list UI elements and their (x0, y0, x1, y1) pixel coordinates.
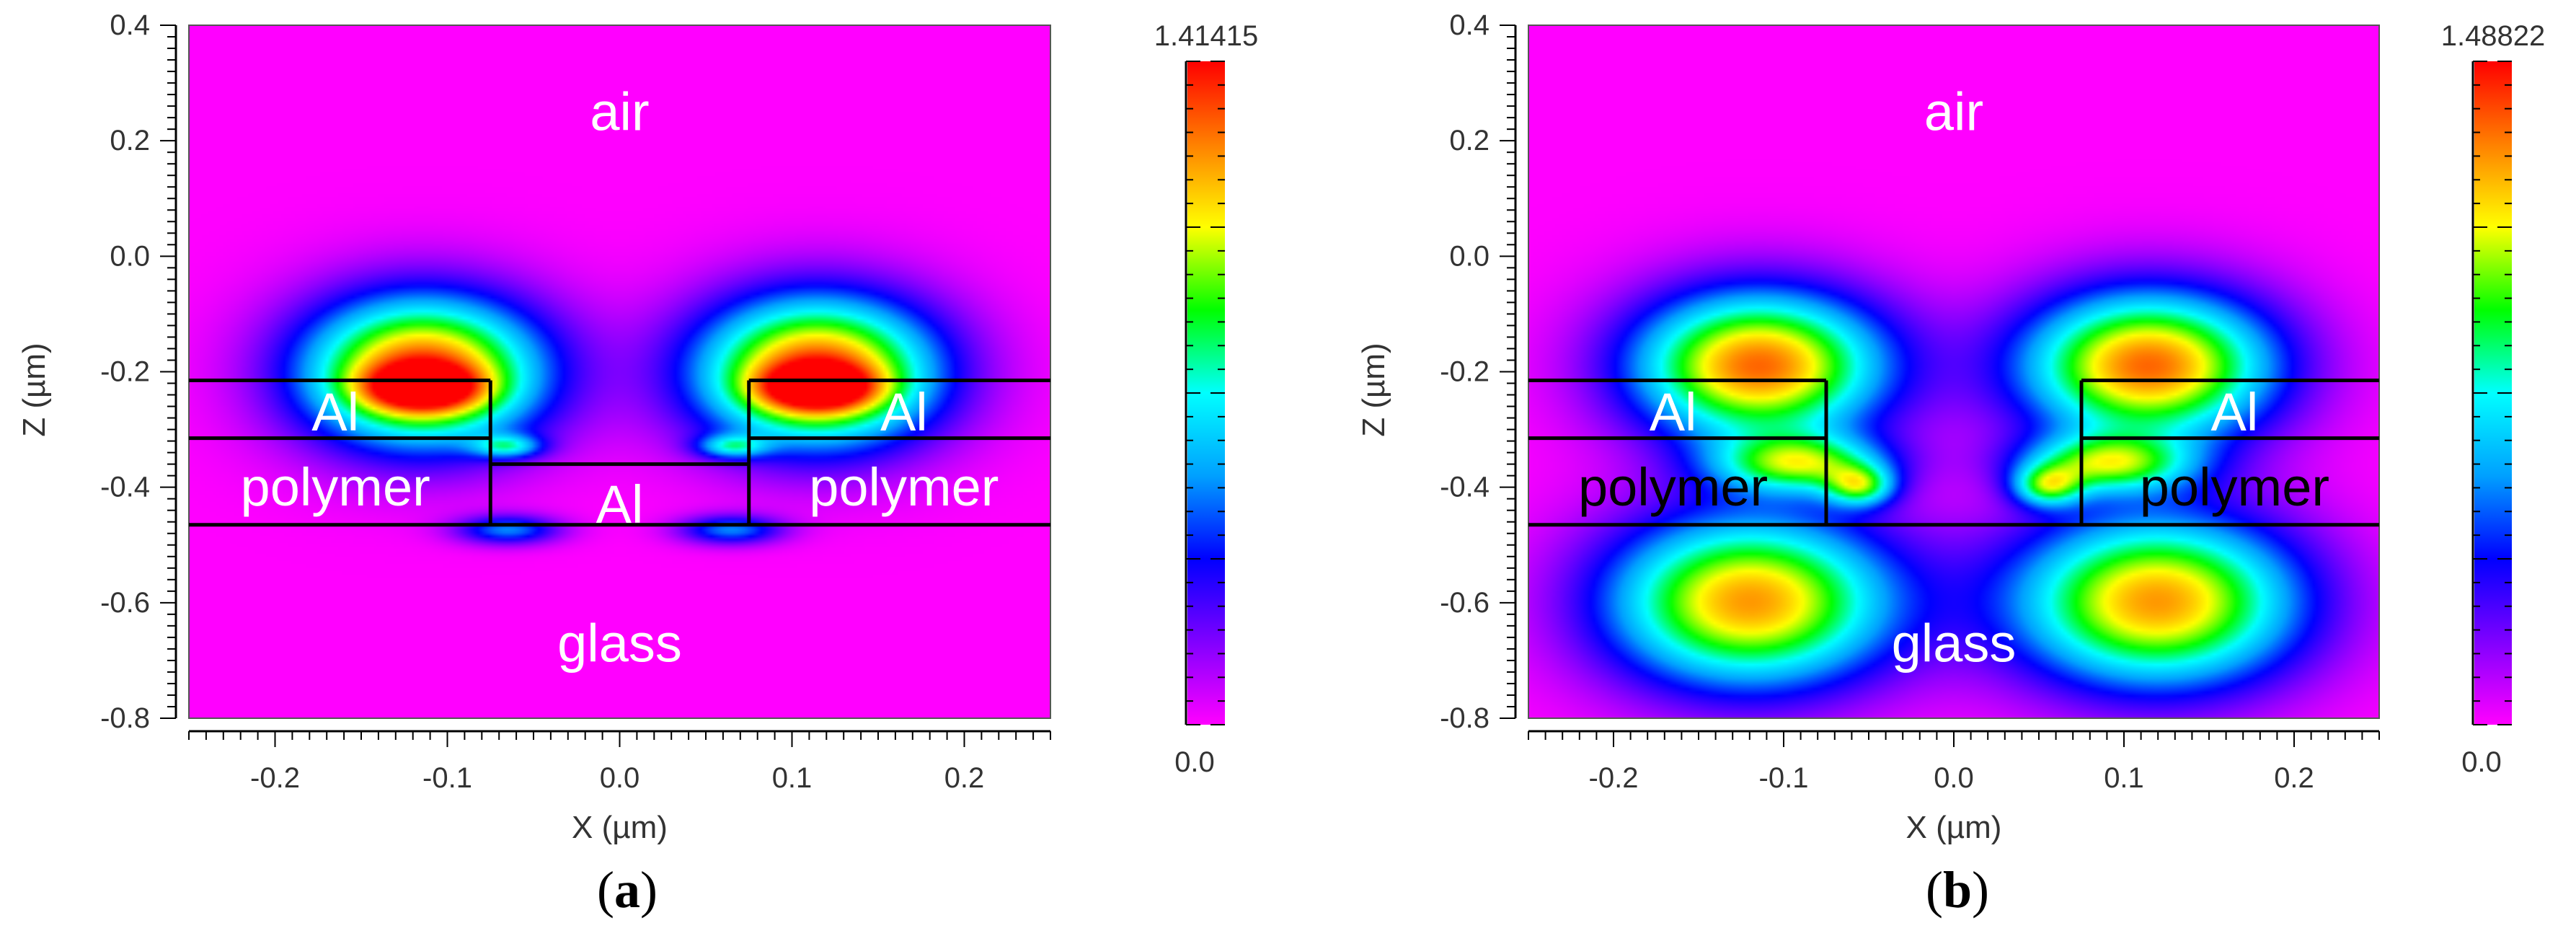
colorbar-max-label: 1.48822 (2441, 20, 2546, 52)
plot-frame (188, 25, 1051, 719)
y-axis-label: Z (µm) (1356, 343, 1391, 436)
y-axis-label: Z (µm) (17, 343, 52, 436)
panel-b: air Al polymer Al polymer glass -0.2 -0.1 0.0 0.1… (1356, 9, 2545, 919)
region-label-glass: glass (1892, 613, 2017, 673)
x-tick-label: 0.1 (772, 762, 813, 794)
region-label-air: air (1924, 82, 1983, 142)
x-axis-label: X (µm) (1906, 810, 2002, 845)
x-axis-label: X (µm) (572, 810, 668, 845)
region-label-polymer: polymer (241, 457, 430, 517)
panel-caption: (a) (597, 861, 658, 919)
field-heatmap (1528, 25, 2379, 718)
panel-caption: (b) (1926, 861, 1989, 919)
x-tick-label: -0.2 (250, 762, 300, 794)
y-tick-label: -0.2 (1440, 356, 1490, 388)
y-tick-label: -0.6 (1440, 587, 1490, 619)
y-tick-label: 0.2 (1449, 125, 1490, 156)
plot-frame (1528, 25, 2380, 719)
region-label-Al: Al (311, 382, 359, 442)
region-label-Al: Al (1650, 382, 1697, 442)
x-tick-label: 0.2 (2274, 762, 2314, 794)
y-tick-label: -0.4 (100, 472, 150, 503)
y-tick-label: -0.4 (1440, 472, 1490, 503)
y-tick-label: 0.0 (110, 240, 150, 272)
colorbar-min-label: 0.0 (2461, 746, 2502, 778)
region-label-Al: Al (880, 382, 928, 442)
region-label-polymer: polymer (1578, 457, 1768, 517)
x-tick-label: -0.1 (422, 762, 472, 794)
x-tick-label: 0.0 (600, 762, 640, 794)
region-label-Al: Al (2210, 382, 2258, 442)
x-tick-label: 0.1 (2104, 762, 2144, 794)
x-tick-label: -0.1 (1759, 762, 1809, 794)
panel-a: air Al polymer Al Al polymer glass -0.2 -0.1 0.0 0… (17, 9, 1258, 919)
y-tick-label: 0.0 (1449, 240, 1490, 272)
region-label-polymer: polymer (809, 457, 999, 517)
y-tick-label: -0.8 (100, 702, 150, 734)
y-tick-label: -0.2 (100, 356, 150, 388)
field-heatmap (189, 25, 1050, 718)
x-tick-label: 0.0 (1934, 762, 1974, 794)
region-label-glass: glass (557, 613, 682, 673)
region-label-polymer: polymer (2140, 457, 2329, 517)
colorbar-max-label: 1.41415 (1154, 20, 1259, 52)
region-label-Al: Al (596, 474, 644, 534)
x-tick-label: -0.2 (1589, 762, 1639, 794)
y-tick-label: 0.4 (110, 9, 150, 41)
y-tick-label: -0.8 (1440, 702, 1490, 734)
y-tick-label: 0.2 (110, 125, 150, 156)
colorbar-min-label: 0.0 (1174, 746, 1215, 778)
region-label-air: air (590, 82, 649, 142)
x-tick-label: 0.2 (944, 762, 985, 794)
y-tick-label: -0.6 (100, 587, 150, 619)
y-tick-label: 0.4 (1449, 9, 1490, 41)
